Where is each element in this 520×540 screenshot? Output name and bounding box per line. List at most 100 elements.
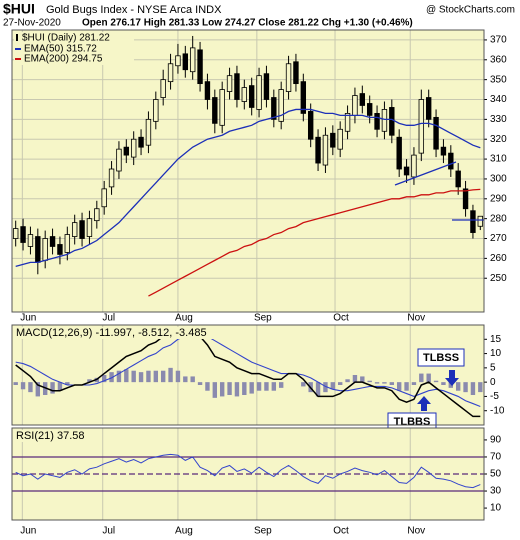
candle-body [425, 97, 432, 120]
histogram-bar [109, 372, 114, 383]
legend-label: EMA(200) 294.75 [24, 54, 103, 65]
histogram-bar [168, 367, 173, 383]
candle-body [64, 234, 71, 253]
candle-body [153, 99, 159, 122]
candle-body [182, 53, 189, 71]
histogram-bar [153, 370, 159, 383]
candle-body [477, 215, 484, 227]
panel-background [12, 325, 484, 425]
date: 27-Nov-2020 [3, 18, 61, 29]
legend-box [14, 32, 134, 65]
x-tick-label: Nov [407, 313, 425, 324]
candle-body [219, 89, 225, 126]
candle-body [241, 87, 248, 102]
histogram-bar [175, 370, 181, 383]
x-tick-label: Sep [254, 526, 272, 537]
histogram-bar [374, 382, 380, 384]
histogram-bar [478, 382, 483, 393]
y-tick-label: 250 [490, 273, 507, 284]
candle-body [123, 146, 130, 156]
candle-body [344, 113, 351, 132]
x-tick-label: Aug [175, 313, 193, 324]
candle-body [470, 210, 476, 233]
ema-line [15, 108, 481, 267]
y-tick-label: 270 [490, 233, 507, 244]
quote: Open 276.17 High 281.33 Low 274.27 Close… [82, 18, 413, 29]
candle-body [189, 47, 196, 73]
histogram-bar [227, 382, 232, 395]
candle-body [175, 55, 181, 67]
histogram-bar [360, 376, 365, 383]
candle-body [315, 136, 321, 164]
candle-body [130, 138, 137, 158]
histogram-bar [271, 382, 277, 391]
y-tick-label: 50 [490, 469, 502, 480]
candle-body [94, 208, 100, 222]
candle-body [366, 103, 373, 116]
histogram-bar [382, 382, 387, 384]
y-tick-label: 90 [490, 435, 502, 446]
candle-body [307, 111, 314, 140]
y-tick-label: 30 [490, 486, 502, 497]
histogram-bar [323, 382, 328, 393]
y-tick-label: 340 [490, 94, 507, 105]
x-tick-label: Jul [102, 313, 115, 324]
y-tick-label: 260 [490, 253, 507, 264]
histogram-bar [101, 375, 107, 383]
annotation-label: TLBBS [394, 416, 431, 428]
histogram-bar [234, 382, 240, 397]
candle-body [411, 154, 417, 178]
candle-body [79, 220, 85, 239]
histogram-bar [426, 373, 431, 383]
y-tick-label: 330 [490, 114, 507, 125]
histogram-bar [124, 369, 129, 383]
candle-body [352, 95, 358, 116]
candle-body [49, 236, 56, 247]
candle-body [263, 73, 270, 100]
candle-body [145, 118, 152, 146]
histogram-bar [28, 382, 33, 393]
histogram-bar [87, 379, 92, 383]
candle-body [57, 244, 63, 255]
candle-body [42, 238, 48, 261]
histogram-bar [146, 370, 151, 383]
subtitle: Gold Bugs Index - NYSE Arca INDX [46, 4, 222, 16]
x-tick-label: Jun [20, 313, 36, 324]
histogram-bar [389, 382, 395, 385]
candle-body [27, 234, 34, 247]
histogram-bar [433, 380, 439, 383]
annotation-arrow [417, 396, 431, 411]
candle-body [455, 170, 461, 188]
rsi-line [15, 453, 481, 489]
candle-body [418, 99, 425, 154]
candle-body [433, 116, 439, 150]
histogram-bar [57, 382, 63, 391]
y-tick-label: 15 [490, 334, 502, 345]
candle-body [71, 222, 78, 237]
histogram-bar [278, 382, 284, 388]
y-tick-label: 350 [490, 74, 507, 85]
candle-body [160, 79, 166, 98]
candle-body [337, 128, 343, 150]
candle-body [35, 236, 41, 263]
candle-body [293, 61, 299, 85]
y-tick-label: 310 [490, 154, 507, 165]
histogram-bar [448, 382, 454, 388]
candle-body [403, 166, 410, 176]
y-tick-label: 0 [490, 377, 496, 388]
y-tick-label: 290 [490, 193, 507, 204]
y-tick-label: 10 [490, 503, 502, 514]
plot-area [13, 325, 483, 425]
candle-body [226, 75, 233, 92]
histogram-bar [463, 382, 468, 393]
trend-line [394, 161, 457, 186]
candle-body [271, 97, 277, 120]
histogram-bar [264, 382, 269, 391]
panel-border [11, 324, 485, 426]
candle-body [86, 218, 93, 237]
x-tick-label: Aug [175, 526, 193, 537]
candle-body [322, 134, 329, 166]
histogram-bar [411, 382, 417, 385]
candle-body [448, 152, 454, 170]
